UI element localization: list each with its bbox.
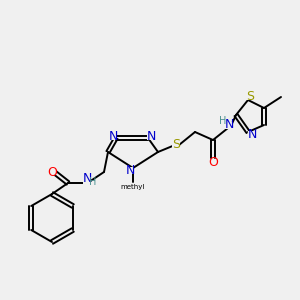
FancyBboxPatch shape xyxy=(172,140,180,148)
FancyBboxPatch shape xyxy=(220,118,226,124)
Text: N: N xyxy=(82,172,92,185)
FancyBboxPatch shape xyxy=(246,92,254,100)
Text: H: H xyxy=(89,177,97,187)
FancyBboxPatch shape xyxy=(209,158,217,166)
FancyBboxPatch shape xyxy=(83,176,91,184)
FancyBboxPatch shape xyxy=(147,133,155,140)
Text: N: N xyxy=(247,128,257,140)
Text: N: N xyxy=(146,130,156,142)
Text: N: N xyxy=(125,164,135,176)
Text: methyl: methyl xyxy=(121,184,145,190)
FancyBboxPatch shape xyxy=(109,133,117,140)
Text: N: N xyxy=(224,118,234,131)
Text: S: S xyxy=(246,89,254,103)
Text: S: S xyxy=(172,137,180,151)
FancyBboxPatch shape xyxy=(126,167,134,173)
FancyBboxPatch shape xyxy=(50,169,56,175)
Text: N: N xyxy=(108,130,118,142)
Text: O: O xyxy=(208,157,218,169)
FancyBboxPatch shape xyxy=(225,122,233,128)
FancyBboxPatch shape xyxy=(124,184,142,190)
FancyBboxPatch shape xyxy=(248,130,256,137)
Text: H: H xyxy=(219,116,227,126)
Text: O: O xyxy=(47,166,57,178)
